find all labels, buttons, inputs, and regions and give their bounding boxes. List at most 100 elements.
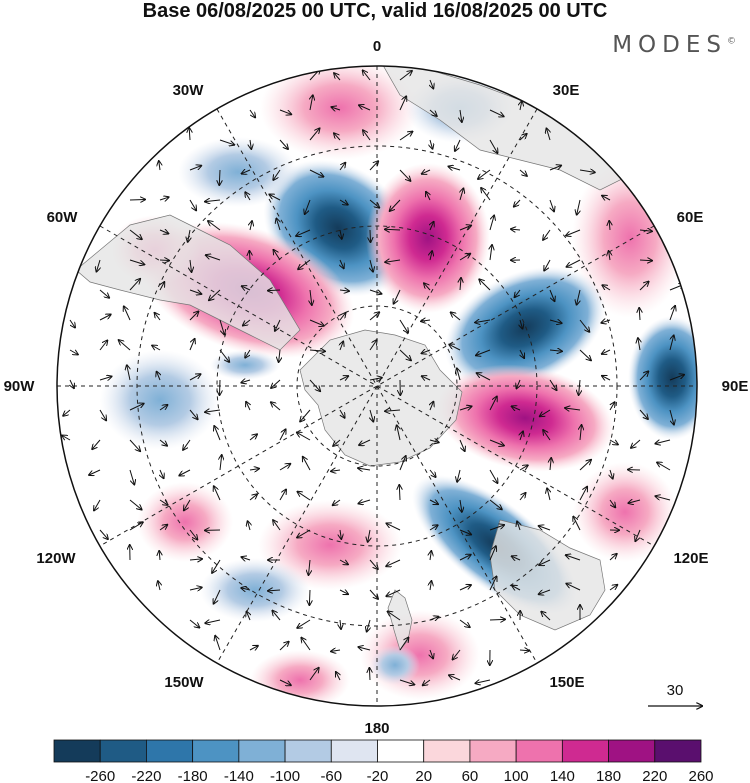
wind-vector	[99, 529, 108, 539]
wind-vector	[573, 517, 581, 531]
wind-vector	[609, 251, 610, 261]
wind-vector	[399, 96, 406, 111]
colorbar-tick-label: -20	[367, 768, 389, 783]
wind-vector	[301, 638, 311, 651]
wind-vector	[339, 163, 345, 171]
wind-vector	[184, 499, 191, 510]
wind-vector	[449, 167, 461, 171]
wind-vector	[424, 283, 431, 291]
lon-label-150e: 150E	[549, 674, 584, 691]
wind-vector	[99, 315, 111, 321]
wind-vector	[639, 371, 648, 381]
wind-vector	[639, 230, 652, 231]
wind-vector	[183, 439, 191, 450]
wind-vector	[369, 290, 381, 294]
wind-vector	[429, 440, 439, 442]
wind-vector	[459, 254, 470, 261]
chart-title: Base 06/08/2025 00 UTC, valid 16/08/2025…	[142, 0, 608, 22]
wind-vector	[339, 560, 348, 564]
wind-vector	[340, 409, 345, 418]
antarctica	[299, 329, 463, 467]
wind-vector	[459, 529, 471, 535]
colorbar-tick-label: 180	[596, 768, 621, 783]
wind-vector	[273, 520, 281, 531]
wind-vector	[459, 226, 471, 231]
wind-vector	[331, 650, 341, 651]
wind-vector	[449, 675, 461, 681]
colorbar-swatch	[330, 739, 378, 763]
wind-vector	[189, 166, 201, 171]
wind-vector	[609, 440, 618, 445]
wind-vector	[275, 319, 281, 331]
wind-vector	[539, 589, 551, 594]
wind-vector	[363, 130, 371, 141]
wind-vector	[370, 409, 373, 422]
wind-vector	[602, 196, 611, 200]
wind-vector	[340, 342, 343, 351]
wind-vector	[457, 469, 460, 482]
wind-vector	[489, 499, 502, 509]
wind-vector	[601, 320, 611, 323]
wind-vector	[205, 620, 221, 623]
wind-vector	[635, 529, 641, 541]
wind-vector	[309, 128, 320, 141]
colorbar-swatch	[146, 739, 194, 763]
wind-vector	[489, 469, 498, 483]
lon-label-90e: 90E	[722, 378, 749, 395]
wind-vector	[429, 469, 436, 477]
wind-vector	[520, 319, 523, 329]
wind-vector	[386, 589, 401, 596]
wind-vector	[539, 559, 551, 565]
wind-vector	[336, 672, 340, 681]
wind-vector	[243, 319, 251, 326]
wind-vector	[628, 500, 641, 503]
wind-vector	[189, 199, 196, 210]
lon-label-120w: 120W	[36, 550, 76, 567]
wind-vector	[124, 306, 131, 321]
wind-vector	[189, 374, 201, 381]
wind-vector	[189, 529, 197, 540]
wind-vector	[339, 376, 348, 380]
wind-vector	[399, 679, 414, 685]
modes-logo: MODES©	[612, 32, 736, 58]
wind-vector	[399, 638, 408, 651]
wind-vector	[479, 279, 491, 291]
wind-vector	[430, 649, 433, 658]
map-frame	[56, 65, 698, 707]
colorbar-tick-label: -180	[178, 768, 208, 783]
colorbar-swatch	[377, 739, 425, 763]
wind-vector	[388, 612, 401, 621]
wind-vector	[421, 320, 431, 321]
lon-label-90w: 90W	[4, 378, 36, 395]
wind-vector	[512, 556, 521, 560]
wind-vector	[369, 312, 379, 321]
wind-vector	[602, 376, 611, 380]
wind-vector	[669, 336, 674, 351]
colorbar-swatch	[284, 739, 332, 763]
wind-vector	[519, 169, 527, 176]
wind-vector	[490, 245, 492, 261]
wind-vector	[297, 529, 311, 538]
wind-vector	[512, 406, 521, 410]
wind-vector	[159, 499, 168, 505]
wind-vector	[385, 410, 401, 411]
wind-vector	[214, 486, 221, 501]
wind-vector	[333, 499, 341, 505]
colorbar-swatch	[99, 739, 147, 763]
wind-vector	[477, 373, 491, 381]
wind-vector	[460, 109, 462, 122]
wind-vector	[159, 230, 168, 234]
colorbar-swatch	[423, 739, 471, 763]
wind-vector	[298, 492, 311, 501]
wind-vector	[549, 379, 557, 390]
lon-label-60w: 60W	[47, 209, 79, 226]
longitude-labels: 0 30E 60E 90E 120E 150E 180 150W 120W 90…	[4, 38, 749, 737]
south-america	[75, 214, 301, 351]
wind-vector	[189, 587, 202, 590]
wind-vector	[540, 409, 551, 416]
wind-vector	[422, 350, 431, 353]
wind-vector	[358, 468, 371, 470]
wind-vector	[334, 133, 341, 141]
wind-vector	[206, 255, 221, 261]
